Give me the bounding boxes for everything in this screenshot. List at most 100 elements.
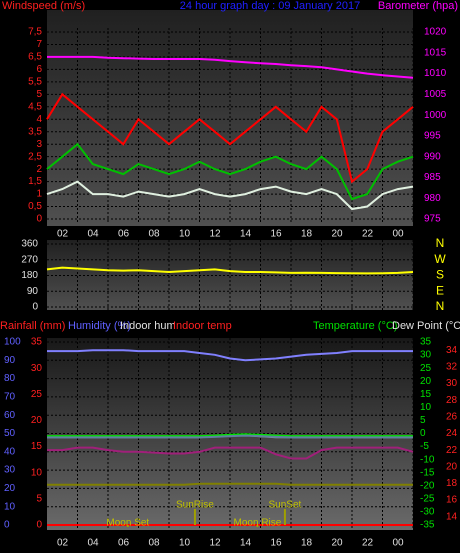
series-line: [47, 482, 413, 486]
series-line: [46, 92, 414, 184]
x-tick-label: 16: [270, 538, 282, 549]
y-tick-label: 5: [36, 493, 42, 504]
y-tick-label: 0: [420, 428, 426, 439]
axis-label: Humidity (%): [68, 320, 131, 332]
y-tick-label: 7,5: [28, 27, 42, 38]
y-tick-label: 30: [420, 350, 432, 361]
chart-title: 24 hour graph day : 09 January 2017: [180, 0, 360, 12]
y-tick-label: 990: [424, 151, 441, 162]
y-tick-label: 0,5: [28, 201, 42, 212]
annotation: Moon Set: [106, 518, 149, 529]
y-tick-label: 40: [4, 446, 16, 457]
y-tick-label: 18: [446, 478, 458, 489]
y-tick-label: -20: [420, 480, 435, 491]
annotation: Moon Rise: [234, 518, 282, 529]
panel-direction: [47, 240, 413, 310]
y-tick-label: 5,5: [28, 77, 42, 88]
y-tick-label: 975: [424, 214, 441, 225]
y-tick-label: 1000: [424, 110, 447, 121]
y-tick-label: 25: [31, 389, 43, 400]
x-tick-label: 00: [392, 229, 404, 240]
series-line: [46, 266, 414, 275]
axis-label: Indoor temp: [173, 320, 232, 332]
y-tick-label: 270: [21, 254, 38, 265]
y-tick-label: 90: [4, 355, 16, 366]
y-tick-label: -30: [420, 507, 435, 518]
x-tick-label: 10: [179, 538, 191, 549]
y-tick-label: 4: [36, 114, 42, 125]
y-tick-label: 1,5: [28, 176, 42, 187]
y-tick-label: 6: [36, 64, 42, 75]
y-tick-label: 2,5: [28, 151, 42, 162]
y-tick-label: 20: [31, 415, 43, 426]
y-tick-label: N: [436, 299, 445, 313]
series-line: [47, 55, 414, 79]
y-tick-label: 20: [420, 376, 432, 387]
y-tick-label: 30: [446, 378, 458, 389]
series-line: [47, 446, 414, 460]
x-tick-label: 14: [240, 538, 252, 549]
y-tick-label: 80: [4, 373, 16, 384]
y-tick-label: 0: [36, 214, 42, 225]
y-tick-label: 0: [4, 520, 10, 531]
y-tick-label: 0: [32, 302, 38, 313]
y-tick-label: 1015: [424, 47, 447, 58]
y-tick-label: 14: [446, 511, 458, 522]
y-tick-label: 24: [446, 428, 458, 439]
y-tick-label: 28: [446, 395, 458, 406]
x-tick-label: 06: [118, 538, 130, 549]
axis-label: Rainfall (mm): [0, 320, 65, 332]
x-tick-label: 22: [362, 538, 374, 549]
y-tick-label: 50: [4, 428, 16, 439]
x-tick-label: 12: [209, 538, 221, 549]
x-tick-label: 18: [301, 538, 313, 549]
y-tick-label: 32: [446, 362, 458, 373]
series-line: [47, 434, 413, 439]
y-tick-label: S: [436, 268, 444, 282]
x-tick-label: 10: [179, 229, 191, 240]
y-tick-label: 70: [4, 392, 16, 403]
annotation: SunSet: [268, 500, 301, 511]
y-tick-label: 25: [420, 363, 432, 374]
x-tick-label: 06: [118, 229, 130, 240]
y-tick-label: 35: [31, 337, 43, 348]
y-tick-label: 15: [420, 389, 432, 400]
x-tick-label: 22: [362, 229, 374, 240]
x-tick-label: 00: [392, 538, 404, 549]
series-line: [47, 349, 413, 362]
y-tick-label: 15: [31, 441, 43, 452]
axis-label: Temperature (°C): [313, 320, 397, 332]
x-tick-label: 20: [331, 538, 343, 549]
y-tick-label: -35: [420, 520, 435, 531]
y-tick-label: 7: [36, 39, 42, 50]
y-tick-label: 30: [31, 363, 43, 374]
y-tick-label: 100: [4, 337, 21, 348]
x-tick-label: 02: [57, 538, 69, 549]
series-line: [47, 433, 413, 438]
y-tick-label: 90: [27, 286, 39, 297]
y-tick-label: 35: [420, 337, 432, 348]
y-tick-label: 16: [446, 495, 458, 506]
y-tick-label: W: [434, 252, 446, 266]
x-tick-label: 02: [57, 229, 69, 240]
y-tick-label: 980: [424, 193, 441, 204]
y-tick-label: 3: [36, 139, 42, 150]
x-tick-label: 18: [301, 229, 313, 240]
x-tick-label: 20: [331, 229, 343, 240]
y-tick-label: 0: [36, 520, 42, 531]
y2-label: Barometer (hpa): [378, 0, 458, 12]
y-tick-label: 34: [446, 345, 458, 356]
y-tick-label: 1010: [424, 68, 447, 79]
y-tick-label: 60: [4, 410, 16, 421]
y-tick-label: 20: [446, 461, 458, 472]
x-tick-label: 04: [87, 538, 99, 549]
y-tick-label: 180: [21, 270, 38, 281]
y-tick-label: 5: [420, 415, 426, 426]
x-tick-label: 12: [209, 229, 221, 240]
y-tick-label: 360: [21, 239, 38, 250]
y-tick-label: E: [436, 283, 444, 297]
y-tick-label: -25: [420, 493, 435, 504]
y-tick-label: -5: [420, 441, 429, 452]
